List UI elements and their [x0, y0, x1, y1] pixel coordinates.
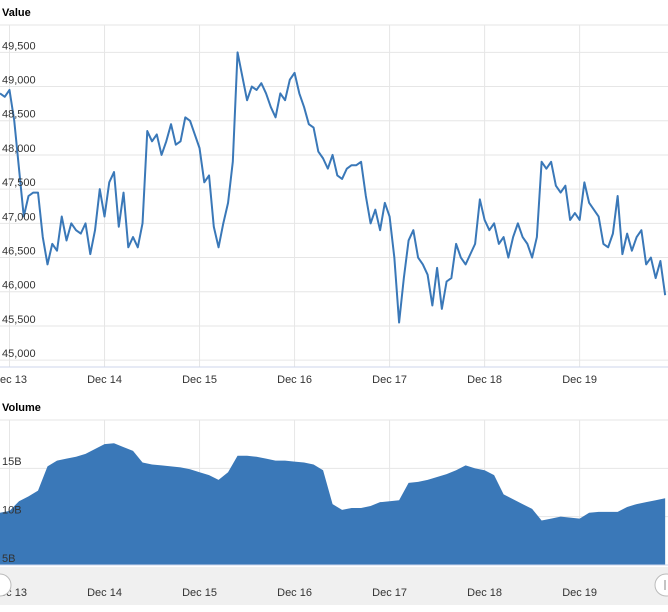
- price-line: [0, 51, 667, 324]
- navigator-handle-left[interactable]: [0, 573, 12, 597]
- x-tick-label: Dec 16: [277, 374, 312, 386]
- y-tick-label: 45,500: [2, 314, 36, 326]
- x-tick-label: Dec 18: [467, 374, 502, 386]
- y-tick-label: 46,500: [2, 245, 36, 257]
- x-tick-label: Dec 18: [467, 587, 502, 599]
- x-tick-label: Dec 19: [562, 374, 597, 386]
- y-tick-label: 47,000: [2, 211, 36, 223]
- x-tick-label: Dec 14: [87, 587, 122, 599]
- navigator-handle-right[interactable]: [654, 573, 668, 597]
- y-tick-label: 47,500: [2, 177, 36, 189]
- panel-title: Value: [2, 7, 31, 19]
- x-tick-label: Dec 16: [277, 587, 312, 599]
- volume-area: [0, 443, 666, 565]
- y-tick-label: 5B: [2, 553, 15, 565]
- y-tick-label: 49,500: [2, 40, 36, 52]
- y-tick-label: 48,500: [2, 109, 36, 121]
- y-tick-label: 49,000: [2, 74, 36, 86]
- navigator: [0, 567, 668, 605]
- x-tick-label: Dec 19: [562, 587, 597, 599]
- y-tick-label: 45,000: [2, 348, 36, 360]
- panel-title: Volume: [2, 402, 41, 414]
- y-tick-label: 48,000: [2, 143, 36, 155]
- x-tick-label: Dec 15: [182, 374, 217, 386]
- x-tick-label: Dec 15: [182, 587, 217, 599]
- x-tick-label: Dec 13: [0, 374, 27, 386]
- y-tick-label: 15B: [2, 456, 22, 468]
- x-tick-label: Dec 17: [372, 587, 407, 599]
- x-tick-label: Dec 17: [372, 374, 407, 386]
- y-tick-label: 46,000: [2, 280, 36, 292]
- y-tick-label: 10B: [2, 505, 22, 517]
- x-tick-label: Dec 14: [87, 374, 122, 386]
